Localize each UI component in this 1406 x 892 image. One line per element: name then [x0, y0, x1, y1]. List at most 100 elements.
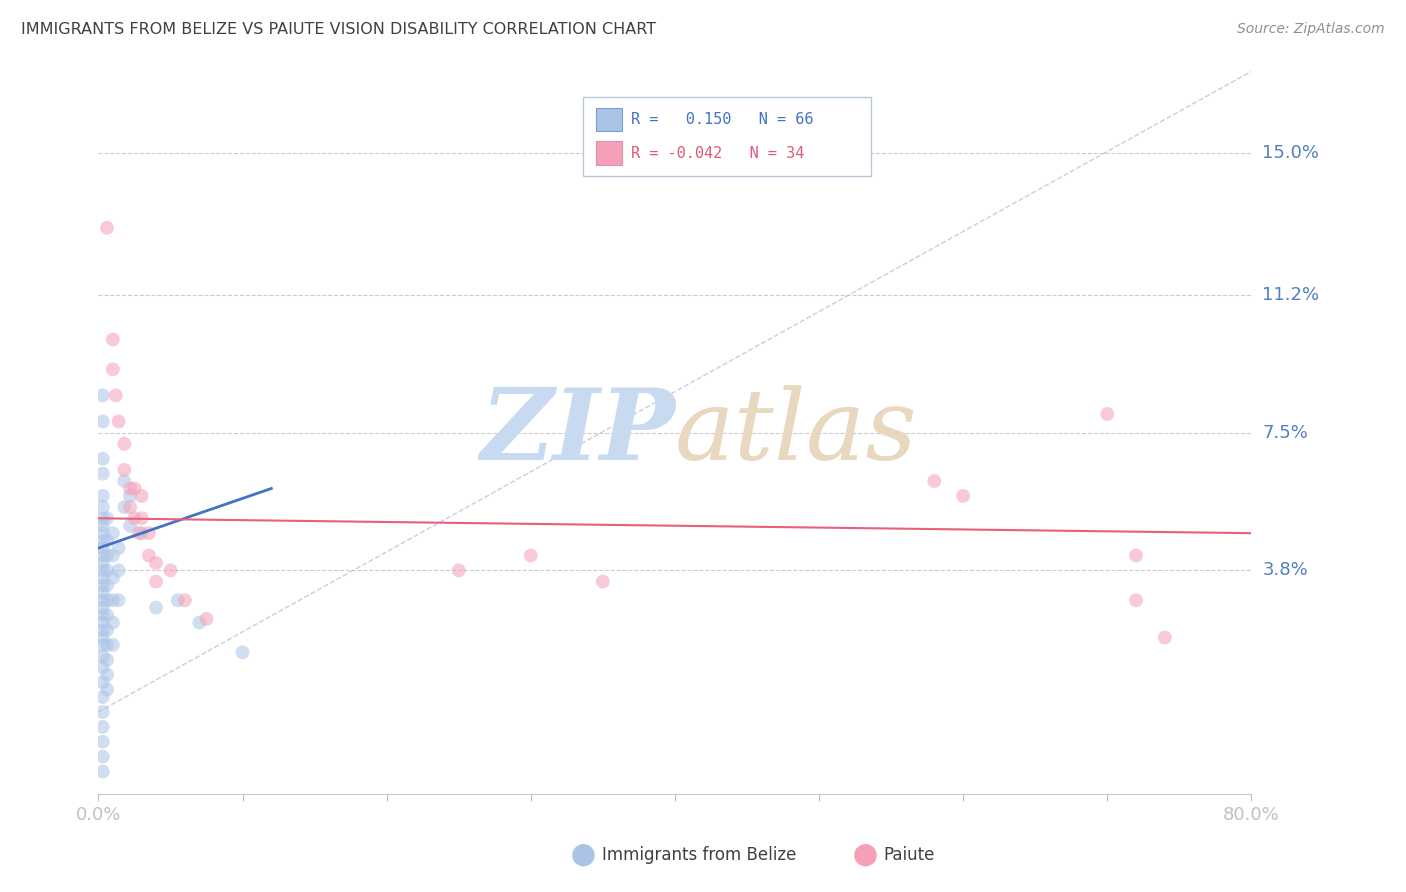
Point [91, 388, 114, 402]
Point [96, 608, 118, 623]
Point [924, 474, 946, 488]
Point [112, 437, 135, 451]
Point [91, 705, 114, 719]
Point [91, 500, 114, 515]
Point [592, 574, 614, 589]
Point [96, 511, 118, 525]
Point [96, 563, 118, 577]
Text: ⬤: ⬤ [571, 843, 596, 866]
Point [96, 549, 118, 563]
Point [120, 489, 142, 503]
FancyBboxPatch shape [582, 96, 870, 176]
Point [91, 586, 114, 600]
Point [91, 593, 114, 607]
Point [91, 615, 114, 630]
Point [174, 593, 197, 607]
Text: IMMIGRANTS FROM BELIZE VS PAIUTE VISION DISABILITY CORRELATION CHART: IMMIGRANTS FROM BELIZE VS PAIUTE VISION … [21, 22, 657, 37]
Point [96, 682, 118, 697]
Point [91, 608, 114, 623]
FancyBboxPatch shape [596, 108, 621, 131]
Text: Paiute: Paiute [883, 846, 935, 863]
Point [91, 563, 114, 577]
Point [112, 474, 135, 488]
Point [96, 667, 118, 681]
Point [131, 489, 153, 503]
Point [96, 623, 118, 637]
Point [91, 764, 114, 779]
Point [91, 571, 114, 585]
Point [91, 511, 114, 525]
Point [112, 500, 135, 515]
Text: Immigrants from Belize: Immigrants from Belize [602, 846, 796, 863]
Point [101, 638, 124, 652]
Text: R =   0.150   N = 66: R = 0.150 N = 66 [631, 112, 814, 128]
Point [520, 549, 543, 563]
Point [101, 593, 124, 607]
Point [1097, 407, 1119, 421]
Point [1154, 631, 1177, 645]
Point [131, 526, 153, 541]
Point [91, 533, 114, 548]
Point [952, 489, 974, 503]
Point [195, 612, 218, 626]
Point [91, 638, 114, 652]
Point [112, 463, 135, 477]
Point [101, 571, 124, 585]
Point [159, 563, 181, 577]
Point [107, 414, 129, 428]
Point [101, 526, 124, 541]
Point [91, 675, 114, 690]
Point [145, 600, 167, 615]
Text: ⬤: ⬤ [852, 843, 877, 866]
Point [91, 631, 114, 645]
Point [91, 526, 114, 541]
Point [231, 645, 254, 659]
Point [96, 533, 118, 548]
Point [91, 720, 114, 734]
Text: atlas: atlas [675, 385, 918, 480]
Text: ZIP: ZIP [479, 384, 675, 481]
Point [104, 388, 127, 402]
Point [91, 578, 114, 592]
Point [91, 690, 114, 704]
Point [91, 451, 114, 466]
FancyBboxPatch shape [596, 142, 621, 164]
Point [120, 518, 142, 533]
Point [124, 482, 146, 496]
Point [131, 511, 153, 525]
Text: 15.0%: 15.0% [1263, 145, 1319, 162]
Point [107, 563, 129, 577]
Point [107, 593, 129, 607]
Point [91, 600, 114, 615]
Text: 3.8%: 3.8% [1263, 561, 1308, 580]
Point [101, 333, 124, 347]
Text: 11.2%: 11.2% [1263, 285, 1320, 304]
Point [188, 615, 211, 630]
Point [1125, 593, 1147, 607]
Point [96, 638, 118, 652]
Point [166, 593, 188, 607]
Point [91, 518, 114, 533]
Point [138, 526, 160, 541]
Point [128, 526, 150, 541]
Point [91, 749, 114, 764]
Point [120, 500, 142, 515]
Point [91, 660, 114, 674]
Point [96, 653, 118, 667]
Point [91, 623, 114, 637]
Point [447, 563, 470, 577]
Point [91, 549, 114, 563]
Point [96, 578, 118, 592]
Point [145, 574, 167, 589]
Point [91, 735, 114, 749]
Point [101, 549, 124, 563]
Text: Source: ZipAtlas.com: Source: ZipAtlas.com [1237, 22, 1385, 37]
Point [101, 362, 124, 376]
Point [124, 511, 146, 525]
Point [91, 649, 114, 664]
Point [1125, 549, 1147, 563]
Point [91, 541, 114, 555]
Point [145, 556, 167, 570]
Point [138, 549, 160, 563]
Point [91, 556, 114, 570]
